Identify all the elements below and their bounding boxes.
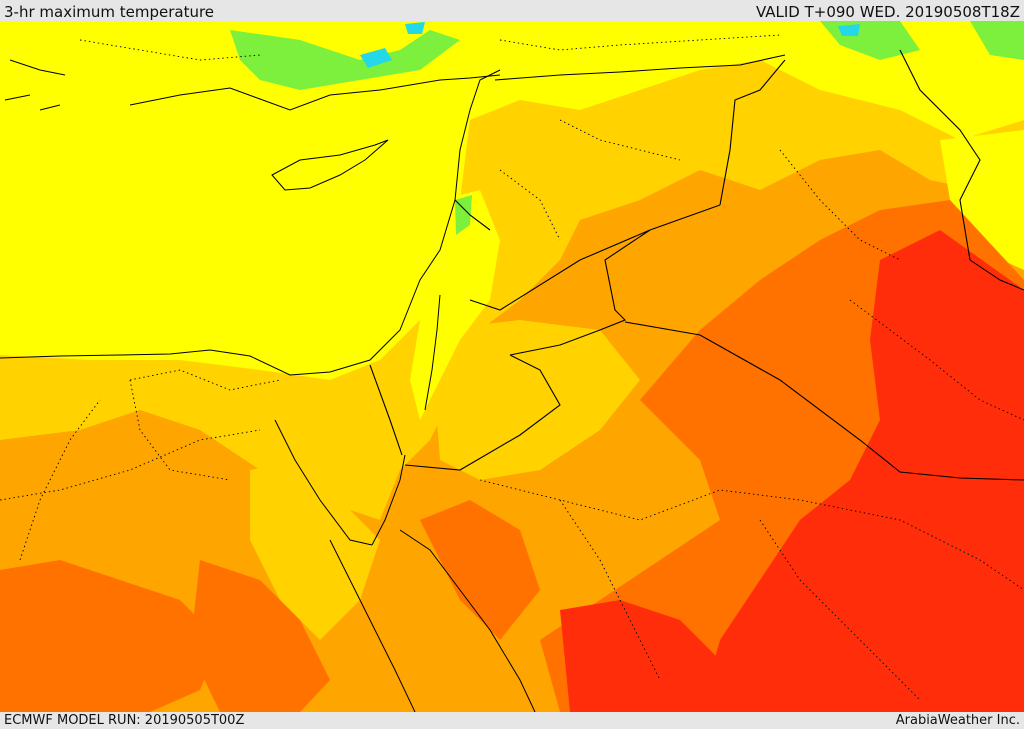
border-egypt-israel <box>369 364 403 456</box>
dark-orange-southwest <box>0 560 220 712</box>
coastline-gulf-suez <box>274 419 373 546</box>
province-egypt-3 <box>129 379 231 481</box>
credit: ArabiaWeather Inc. <box>895 713 1020 728</box>
province-egypt-2 <box>19 399 101 561</box>
yellow-orange-sinai <box>250 460 380 640</box>
red-zone-south <box>560 600 720 712</box>
coastline-cyprus <box>271 139 389 191</box>
province-borders <box>0 34 1024 701</box>
yellow-orange-jordan <box>430 320 640 480</box>
coastline-red-sea-east <box>399 529 536 712</box>
cyan-spot-2 <box>405 22 425 34</box>
province-iraq-1 <box>779 149 901 261</box>
border-turkey-syria <box>494 54 786 81</box>
jordan-river <box>424 294 441 411</box>
province-turkey-2 <box>499 34 781 51</box>
province-saudi-2 <box>559 499 661 681</box>
valid-time: VALID T+090 WED. 20190508T18Z <box>755 3 1020 21</box>
border-iraq-iran <box>899 49 981 261</box>
map-header: 3-hr maximum temperature VALID T+090 WED… <box>0 0 1024 21</box>
model-run: ECMWF MODEL RUN: 20190505T00Z <box>4 713 245 728</box>
green-zone-corner <box>970 21 1024 60</box>
coastline-red-sea-west <box>329 539 416 712</box>
border-saudi-iraq <box>624 321 1024 481</box>
border-jordan-saudi <box>509 229 651 356</box>
coastline-med <box>0 69 501 376</box>
country-borders <box>369 49 1024 481</box>
coastline-islands <box>4 59 66 111</box>
coastline-persian-gulf <box>969 259 1024 291</box>
yellow-zone-east <box>940 130 1024 270</box>
red-zone-iraq <box>700 230 1024 712</box>
cyan-spot-1 <box>360 48 392 68</box>
province-iraq-2 <box>849 299 1024 421</box>
yellow-zone-north <box>0 21 1024 380</box>
border-lebanon <box>454 199 491 231</box>
border-jordan-south <box>404 354 561 471</box>
coastline-gulf-aqaba <box>371 454 406 546</box>
dark-orange-egypt <box>190 560 330 712</box>
temperature-map <box>0 21 1024 712</box>
province-egypt-1 <box>0 429 261 501</box>
green-zone-turkey <box>230 30 460 90</box>
map-footer: ECMWF MODEL RUN: 20190505T00Z ArabiaWeat… <box>0 712 1024 729</box>
border-jordan-iraq <box>469 204 721 311</box>
province-egypt-4 <box>129 369 281 391</box>
temperature-map-svg <box>0 21 1024 712</box>
coastline-turkey <box>129 74 501 111</box>
province-turkey-1 <box>79 39 261 61</box>
province-syria-2 <box>499 169 561 241</box>
map-title: 3-hr maximum temperature <box>4 3 215 21</box>
coastlines <box>0 59 1024 712</box>
dark-orange-hejaz <box>420 500 540 640</box>
cyan-spot-3 <box>838 24 860 36</box>
border-syria-iraq <box>719 59 786 206</box>
